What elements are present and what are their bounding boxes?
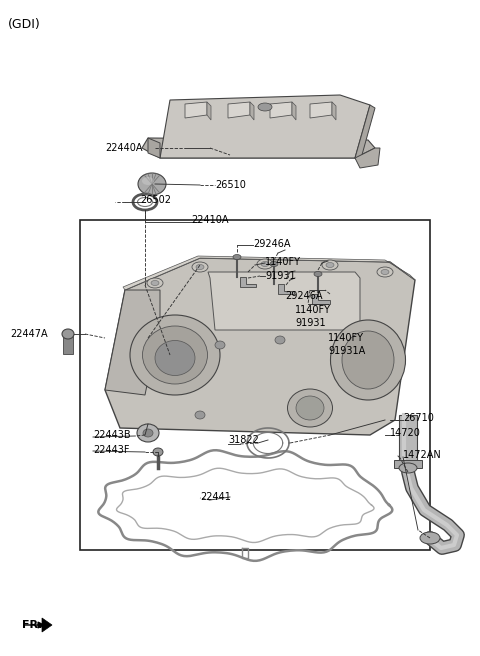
Ellipse shape [138, 173, 166, 195]
Polygon shape [355, 148, 380, 168]
Ellipse shape [196, 264, 204, 270]
Text: 22447A: 22447A [10, 329, 48, 339]
Ellipse shape [147, 278, 163, 288]
Text: 91931: 91931 [295, 318, 325, 328]
Ellipse shape [381, 270, 389, 274]
Ellipse shape [143, 429, 153, 437]
Text: 31822: 31822 [228, 435, 259, 445]
Ellipse shape [155, 340, 195, 375]
Text: 91931: 91931 [265, 271, 296, 281]
Ellipse shape [257, 259, 273, 269]
Bar [63, 334, 73, 354]
Text: (GDI): (GDI) [8, 18, 41, 31]
Ellipse shape [143, 326, 207, 384]
Ellipse shape [151, 281, 159, 285]
Text: 29246A: 29246A [253, 239, 290, 249]
Polygon shape [250, 102, 254, 120]
Ellipse shape [296, 396, 324, 420]
Ellipse shape [420, 532, 440, 544]
Bar [399, 415, 417, 465]
Polygon shape [123, 256, 415, 290]
Text: 91931A: 91931A [328, 346, 365, 356]
Polygon shape [310, 102, 332, 118]
Text: 1140FY: 1140FY [328, 333, 364, 343]
Ellipse shape [377, 267, 393, 277]
Polygon shape [42, 618, 52, 632]
Text: 14720: 14720 [390, 428, 421, 438]
Text: 1140FY: 1140FY [265, 257, 301, 267]
Ellipse shape [331, 320, 406, 400]
Ellipse shape [288, 389, 333, 427]
Ellipse shape [261, 262, 269, 266]
Polygon shape [148, 138, 160, 158]
Text: 22443B: 22443B [93, 430, 131, 440]
Polygon shape [105, 258, 415, 435]
Ellipse shape [137, 424, 159, 442]
Ellipse shape [142, 177, 154, 185]
Ellipse shape [326, 262, 334, 268]
Ellipse shape [233, 255, 241, 260]
Text: 22440A: 22440A [105, 143, 143, 153]
Polygon shape [208, 272, 360, 330]
Polygon shape [185, 102, 207, 118]
Text: 26510: 26510 [215, 180, 246, 190]
Text: FR.: FR. [22, 620, 43, 630]
Ellipse shape [192, 262, 208, 272]
Polygon shape [240, 277, 256, 287]
Ellipse shape [275, 336, 285, 344]
Polygon shape [292, 102, 296, 120]
Polygon shape [142, 138, 375, 158]
Bar [80, 220, 430, 550]
Text: 22441: 22441 [200, 492, 231, 502]
Ellipse shape [153, 448, 163, 456]
Ellipse shape [270, 262, 278, 266]
Text: 26502: 26502 [140, 195, 171, 205]
Text: 26710: 26710 [403, 413, 434, 423]
Ellipse shape [130, 315, 220, 395]
Ellipse shape [342, 331, 394, 389]
Text: 22410A: 22410A [191, 215, 229, 225]
Text: 1140FY: 1140FY [295, 305, 331, 315]
Ellipse shape [399, 463, 417, 473]
Polygon shape [105, 290, 160, 395]
Text: 29246A: 29246A [285, 291, 323, 301]
Text: 1472AN: 1472AN [403, 450, 442, 460]
Bar [394, 460, 422, 468]
Text: 22443F: 22443F [93, 445, 130, 455]
Polygon shape [312, 294, 330, 304]
Ellipse shape [322, 260, 338, 270]
Polygon shape [278, 284, 294, 294]
Ellipse shape [62, 329, 74, 339]
Polygon shape [270, 102, 292, 118]
Polygon shape [228, 102, 250, 118]
Polygon shape [160, 95, 370, 158]
Ellipse shape [195, 411, 205, 419]
Polygon shape [332, 102, 336, 120]
Ellipse shape [215, 341, 225, 349]
Polygon shape [207, 102, 211, 120]
Ellipse shape [314, 272, 322, 276]
Ellipse shape [258, 103, 272, 111]
Polygon shape [355, 105, 375, 162]
